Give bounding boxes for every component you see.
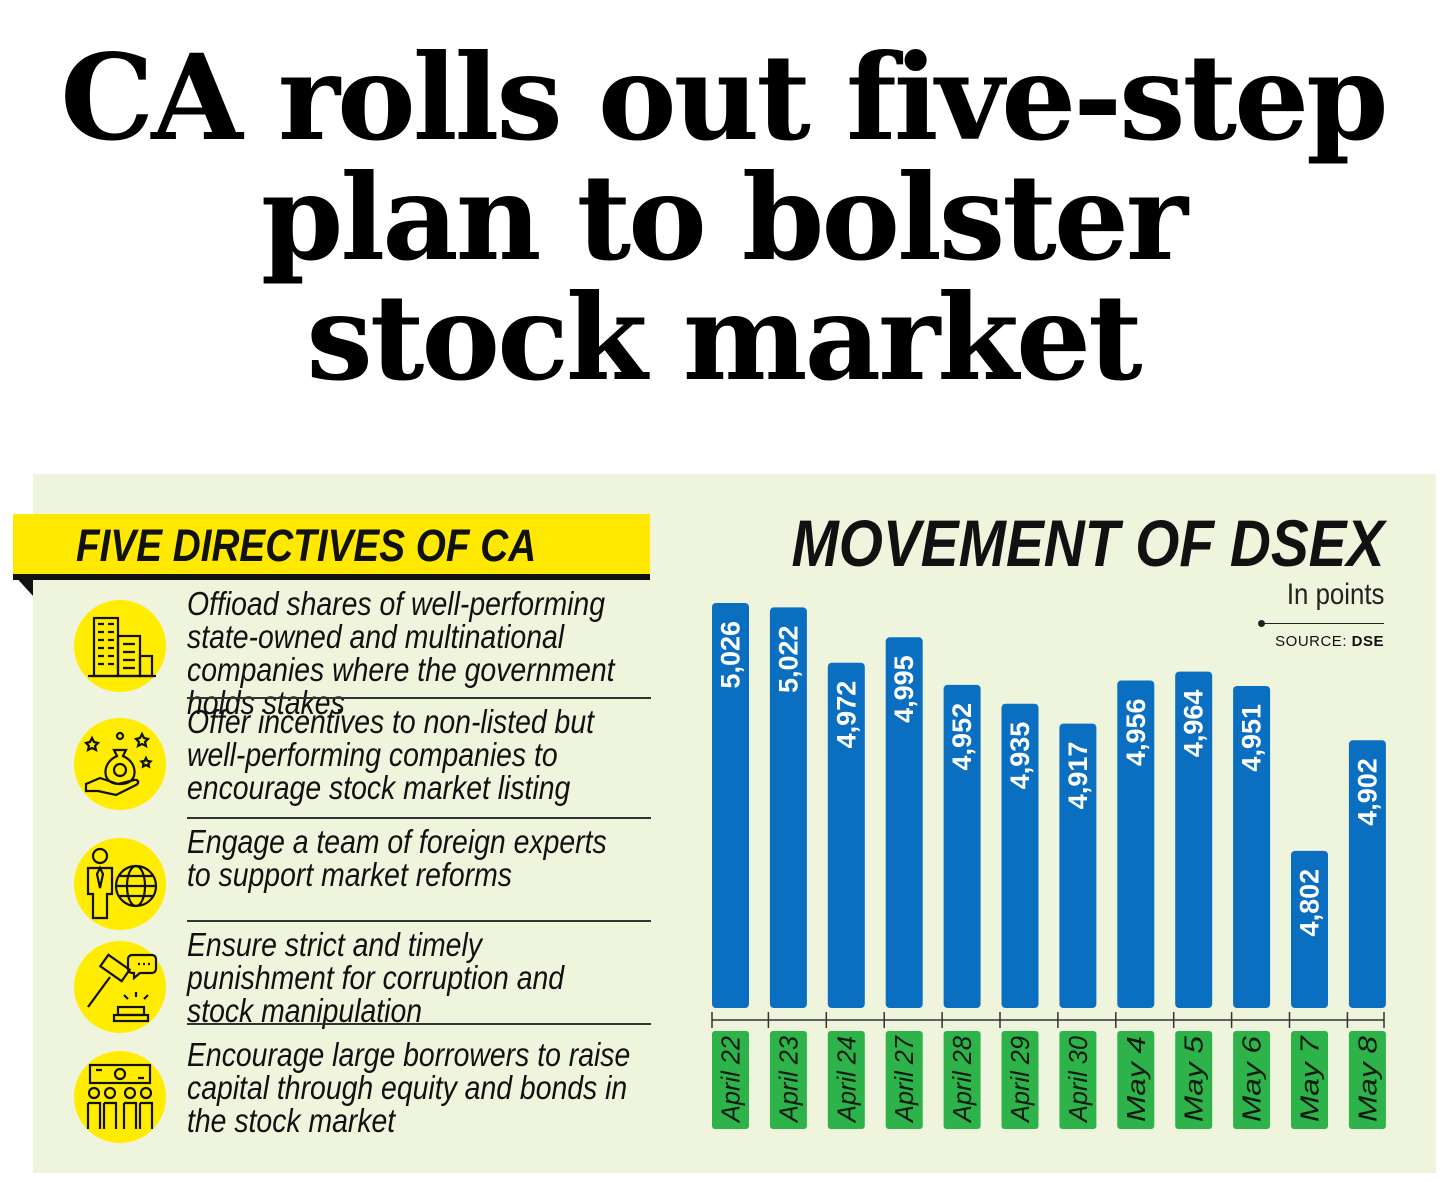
chart-title: MOVEMENT OF DSEX	[791, 506, 1384, 580]
category-label-box	[943, 1031, 981, 1129]
category-label: May 8	[1352, 1035, 1382, 1122]
icon-circle	[74, 838, 166, 930]
gavel-icon	[87, 953, 158, 1023]
category-label: April 30	[1063, 1035, 1093, 1123]
headline-line: CA rolls out five-step	[60, 28, 1388, 167]
bar-value-label: 4,802	[1295, 869, 1325, 937]
directives-banner	[13, 514, 650, 574]
source-dot	[1258, 620, 1265, 627]
bar	[1059, 723, 1097, 1008]
chart-source: SOURCE: DSE	[1275, 633, 1384, 651]
bar-value-label: 4,902	[1352, 758, 1382, 826]
banner-shadow	[13, 574, 650, 580]
category-label: April 24	[831, 1036, 861, 1124]
bar	[827, 662, 865, 1008]
directive-text: Engage a team of foreign experts to supp…	[187, 823, 607, 893]
bar-value-label: 4,935	[1005, 722, 1035, 790]
bar	[769, 607, 807, 1008]
bar	[885, 637, 923, 1008]
divider	[187, 920, 651, 922]
headline-line: stock market	[306, 268, 1142, 407]
bar-value-label: 4,995	[889, 655, 919, 723]
businessman-globe-icon	[86, 847, 158, 920]
people-money-icon	[86, 1063, 154, 1129]
directive-item: Ensure strict and timely punishment for …	[70, 926, 651, 1039]
directive-item: Offioad shares of well-performing state-…	[70, 585, 651, 719]
bar	[1001, 703, 1039, 1008]
directive-item: Engage a team of foreign experts to supp…	[70, 823, 651, 936]
divider	[187, 1023, 651, 1025]
category-label-box	[885, 1031, 923, 1129]
office-building-icon	[88, 616, 156, 678]
bar-value-label: 4,964	[1179, 690, 1209, 758]
category-label-box	[769, 1031, 807, 1129]
category-label-box	[827, 1031, 865, 1129]
bar-value-label: 5,022	[773, 625, 803, 693]
bar	[1117, 680, 1155, 1008]
directive-text: Ensure strict and timely punishment for …	[187, 926, 565, 1029]
directive-text: Offioad shares of well-performing state-…	[187, 585, 615, 721]
icon-circle	[74, 600, 166, 692]
category-label-box	[712, 1031, 749, 1129]
directives-heading: FIVE DIRECTIVES OF CA	[76, 520, 537, 571]
source-name: DSE	[1351, 633, 1384, 650]
icon-circle	[74, 941, 166, 1033]
source-rule	[1262, 623, 1384, 624]
headline-line: plan to bolster	[260, 148, 1188, 287]
divider	[187, 817, 651, 819]
bar-value-label: 4,972	[831, 681, 861, 749]
category-label-box	[1001, 1031, 1039, 1129]
directive-item: Encourage large borrowers to raise capit…	[70, 1036, 651, 1149]
category-label-box	[1175, 1031, 1213, 1129]
directive-text: Encourage large borrowers to raise capit…	[187, 1036, 631, 1139]
category-label: April 28	[947, 1035, 977, 1123]
bar-value-label: 4,956	[1121, 698, 1151, 766]
money-bag-hand-stars-icon	[83, 731, 153, 797]
bar	[1291, 850, 1328, 1008]
category-label: April 27	[889, 1034, 919, 1123]
category-label: May 5	[1179, 1035, 1209, 1122]
bar-value-label: 4,917	[1063, 742, 1093, 810]
bar	[1348, 740, 1386, 1008]
bar	[712, 603, 749, 1008]
bar-value-label: 5,026	[716, 621, 746, 689]
category-label-box	[1291, 1031, 1328, 1129]
bar	[943, 684, 981, 1008]
divider	[187, 697, 651, 699]
category-label-box	[1059, 1031, 1097, 1129]
source-label: SOURCE:	[1275, 633, 1347, 650]
category-label: May 6	[1237, 1035, 1267, 1122]
category-label-box	[1117, 1031, 1155, 1129]
bar-value-label: 4,952	[947, 703, 977, 771]
headline: CA rolls out five-step plan to bolster s…	[0, 38, 1446, 398]
icon-circle	[74, 718, 166, 810]
category-label: April 23	[773, 1035, 803, 1123]
bar	[1233, 685, 1271, 1008]
category-label: May 4	[1121, 1036, 1151, 1122]
directive-text: Offer incentives to non-listed but well-…	[187, 703, 594, 806]
category-label-box	[1348, 1031, 1386, 1129]
category-label-box	[1233, 1031, 1271, 1129]
category-label: May 7	[1295, 1034, 1325, 1122]
icon-circle	[74, 1051, 166, 1143]
bar-value-label: 4,951	[1237, 704, 1267, 772]
directive-item: Offer incentives to non-listed but well-…	[70, 703, 651, 816]
chart-subtitle: In points	[1286, 578, 1384, 611]
bar	[1175, 671, 1213, 1008]
category-label: April 22	[716, 1035, 746, 1123]
category-label: April 29	[1005, 1036, 1035, 1124]
